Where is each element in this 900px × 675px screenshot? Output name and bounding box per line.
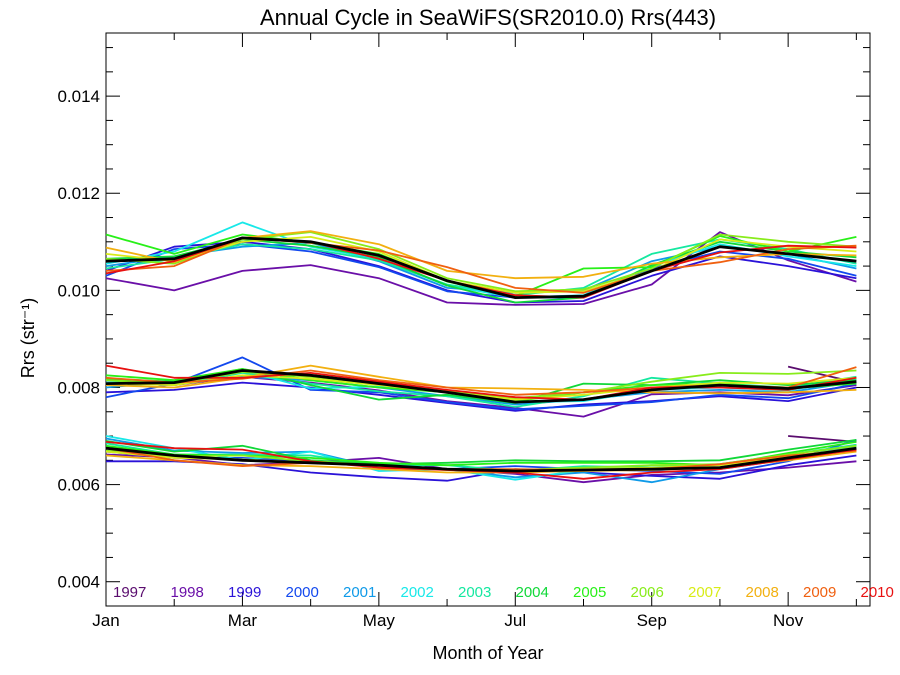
legend-entry-2001: 2001: [343, 584, 376, 601]
series-line-2002-upper: [105, 221, 857, 299]
mean-layer: [105, 236, 857, 473]
legend-entry-2004: 2004: [516, 584, 549, 601]
y-tick-label-3: 0.010: [57, 281, 100, 300]
legend-entry-2005: 2005: [573, 584, 606, 601]
x-tick-label-0: Jan: [92, 611, 119, 630]
chart-title: Annual Cycle in SeaWiFS(SR2010.0) Rrs(44…: [260, 5, 716, 30]
series-line-2004-lower: [105, 439, 857, 466]
mean-line-upper: [105, 236, 857, 299]
legend-entry-2007: 2007: [688, 584, 721, 601]
legend-entry-2006: 2006: [631, 584, 664, 601]
mean-line-middle: [105, 369, 857, 404]
legend-entry-2000: 2000: [286, 584, 319, 601]
legend-entry-1998: 1998: [171, 584, 204, 601]
legend-entry-2002: 2002: [401, 584, 434, 601]
y-tick-label-0: 0.004: [57, 573, 100, 592]
legend-entry-1999: 1999: [228, 584, 261, 601]
y-tick-label-2: 0.008: [57, 378, 100, 397]
x-tick-label-2: May: [363, 611, 396, 630]
legend-entry-2010: 2010: [861, 584, 894, 601]
x-tick-label-4: Sep: [637, 611, 667, 630]
y-axis-label: Rrs (str⁻¹): [18, 298, 38, 378]
series-line-2007-upper: [105, 236, 857, 294]
plot-frame: [105, 32, 871, 607]
series-line-2010-middle: [105, 364, 857, 401]
x-tick-label-1: Mar: [228, 611, 258, 630]
series-layer: [105, 221, 857, 484]
y-tick-label-5: 0.014: [57, 87, 100, 106]
y-tick-label-4: 0.012: [57, 184, 100, 203]
legend-entry-2009: 2009: [803, 584, 836, 601]
series-line-1999-middle: [105, 381, 857, 412]
x-tick-label-3: Jul: [504, 611, 526, 630]
legend: 1997 1998 1999 2000 2001 2002 2003 2004 2005 2006…: [113, 584, 894, 601]
series-line-2000-middle: [105, 356, 857, 411]
y-tick-label-1: 0.006: [57, 476, 100, 495]
axis-ticks: 0.004 0.006 0.008 0.010 0.012 0.014 Jan Mar May J…: [57, 33, 870, 630]
series-line-1998-upper: [105, 231, 857, 306]
legend-entry-1997: 1997: [113, 584, 146, 601]
legend-entry-2003: 2003: [458, 584, 491, 601]
x-tick-label-5: Nov: [773, 611, 804, 630]
legend-entry-2008: 2008: [746, 584, 779, 601]
mean-line-lower: [105, 446, 857, 473]
x-axis-label: Month of Year: [432, 643, 543, 663]
